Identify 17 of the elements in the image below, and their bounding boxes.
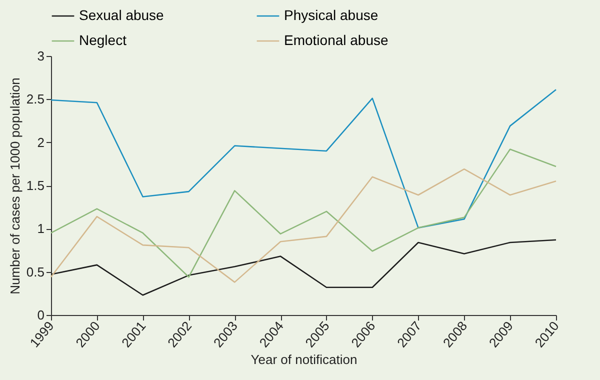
- x-axis-title: Year of notification: [250, 352, 358, 368]
- y-tick-label: 2: [37, 134, 44, 150]
- line-series: [50, 148, 557, 278]
- y-tick-label: 0.5: [26, 264, 44, 280]
- legend-label: Neglect: [79, 32, 127, 48]
- y-tick-label: 3: [37, 48, 44, 64]
- y-tick-label: 2.5: [26, 92, 44, 107]
- line-series: [50, 89, 557, 228]
- y-tick-label: 0: [37, 308, 44, 322]
- legend-label: Sexual abuse: [79, 7, 164, 23]
- y-tick-label: 1.5: [26, 178, 44, 193]
- legend-label: Emotional abuse: [284, 32, 389, 48]
- line-series: [50, 239, 557, 296]
- legend-label: Physical abuse: [284, 7, 378, 23]
- line-series: [50, 168, 557, 283]
- y-axis-title: Number of cases per 1000 population: [7, 78, 22, 294]
- y-tick-label: 1: [37, 221, 44, 236]
